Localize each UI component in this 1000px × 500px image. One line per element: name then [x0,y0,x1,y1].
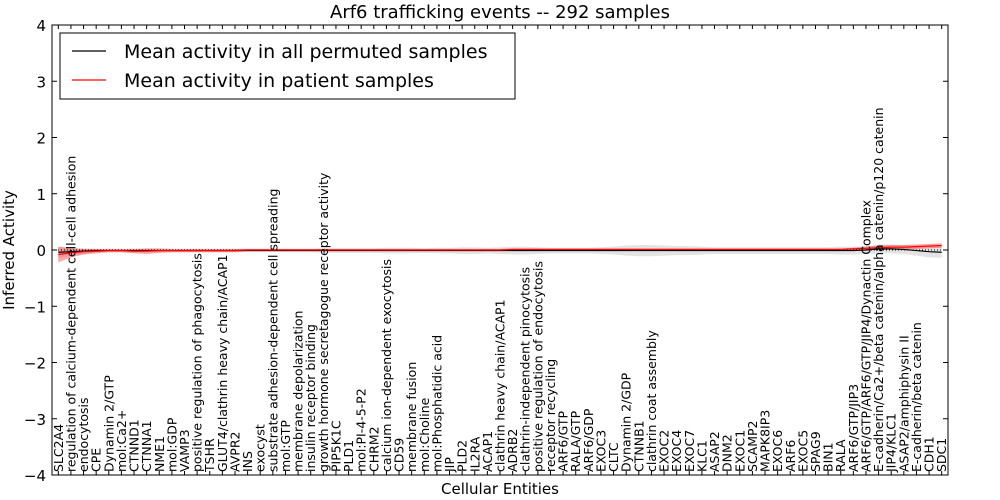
x-tick-label: E-cadherin/Ca2+/beta catenin/alpha caten… [871,107,886,472]
x-tick-label: membrane depolarization [291,311,306,472]
y-tick-label: −4 [24,467,46,485]
x-tick-label: ARF6 [783,440,798,472]
x-tick-label: ARF6/GTP [556,411,571,472]
series-line-1 [58,244,942,256]
x-tick-label: CTNNA1 [139,420,154,472]
x-tick-label: regulation of calcium-dependent cell-cel… [63,156,78,472]
x-tick-label: PLD2 [455,440,470,472]
y-tick-label: 3 [36,73,46,91]
x-tick-label: growth hormone secretagogue receptor act… [316,172,331,472]
x-tick-label: positive regulation of endocytosis [530,261,545,472]
x-tick-label: Dynamin 2/GTP [101,375,116,472]
x-tick-label: KLC1 [694,440,709,472]
x-tick-label: ARF6/GDP [581,408,596,472]
x-tick-label: GLUT4/clathrin heavy chain/ACAP1 [215,254,230,472]
y-axis-label: Inferred Activity [0,190,18,310]
legend-box [59,32,516,100]
x-tick-label: clathrin coat assembly [644,330,659,472]
x-tick-label: EXOC3 [593,430,608,472]
x-tick-label: CTNND1 [127,419,142,472]
x-tick-label: substrate adhesion-dependent cell spread… [265,189,280,472]
x-tick-label: AVPR2 [227,432,242,472]
x-tick-label: CDH1 [922,436,937,472]
y-tick-label: 1 [36,186,46,204]
x-tick-label: EXOC7 [682,430,697,472]
x-tick-label: PIP5K1C [328,420,343,472]
x-tick-label: MAPK8IP3 [758,410,773,472]
x-tick-label: mol:Phosphatidic acid [429,335,444,472]
y-tick-label: −1 [24,298,46,316]
x-tick-label: JIP [442,457,457,473]
x-tick-label: IL2RA [467,436,482,472]
x-tick-label: EXOC4 [669,430,684,472]
x-tick-label: mol:Choline [417,397,432,472]
x-tick-label: ARF6/GTP/JIP3 [846,384,861,472]
x-tick-label: VAMP3 [177,429,192,472]
y-tick-label: −2 [24,355,46,373]
x-tick-label: EXOC1 [732,430,747,472]
x-tick-label: E-cadherin/beta catenin [909,322,924,472]
legend: Mean activity in all permuted samples Me… [59,32,516,100]
y-tick-label: 4 [36,17,46,35]
x-tick-label: JIP4/KLC1 [884,413,899,473]
x-tick-label: NME1 [152,436,167,472]
x-tick-label: DNM2 [720,434,735,472]
x-tick-label: BIN1 [821,442,836,472]
x-tick-label: insulin receptor binding [303,324,318,472]
x-tick-label: CPE [89,448,104,472]
x-tick-label: ADRB2 [505,429,520,472]
x-tick-label: CHRM2 [366,426,381,472]
y-tick-label: 0 [36,242,46,260]
x-tick-label: EXOC2 [657,430,672,472]
x-tick-label: ARF6/GTP/ARF6/GTP/JIP4/Dynactin Complex [858,200,873,472]
x-tick-label: ACAP1 [480,431,495,472]
x-tick-label: exocyst [253,424,268,472]
x-tick-label: CLTC [606,442,621,472]
x-tick-label: ASAP2/amphiphysin II [896,335,911,472]
x-tick-label: SCAMP2 [745,421,760,473]
x-tick-label: SLC2A4 [51,424,66,472]
legend-label-permuted: Mean activity in all permuted samples [124,41,487,63]
x-tick-label: clathrin-independent pinocytosis [518,267,533,472]
x-tick-label: positive regulation of phagocytosis [190,253,205,472]
x-tick-label: mol:GTP [278,420,293,472]
x-tick-label: endocytosis [76,397,91,472]
x-tick-label: mol:PI-4-5-P2 [354,388,369,472]
x-tick-label: PLD1 [341,440,356,472]
x-tick-label: membrane fusion [404,362,419,472]
x-tick-label: calcium ion-dependent exocytosis [379,259,394,472]
x-tick-label: clathrin heavy chain/ACAP1 [493,299,508,472]
chart-title: Arf6 trafficking events -- 292 samples [330,2,670,23]
x-tick-label: SDC1 [934,438,949,472]
x-tick-label: mol:GDP [164,417,179,472]
x-tick-label: INS [240,451,255,472]
x-tick-label: mol:Ca2+ [114,410,129,472]
x-tick-label: receptor recycling [543,359,558,472]
y-tick-label: −3 [24,411,46,429]
x-tick-label: EXOC5 [795,430,810,472]
x-tick-label: CD59 [392,438,407,472]
x-tick-label: ASAP2 [707,431,722,472]
x-tick-label: RALA [833,439,848,472]
y-tick-label: 2 [36,130,46,148]
x-tick-label: TSHR [202,438,217,473]
x-tick-label: EXOC6 [770,430,785,472]
x-tick-label: CTNNB1 [631,420,646,472]
x-axis-label: Cellular Entities [441,480,559,498]
legend-label-patient: Mean activity in patient samples [124,70,434,92]
x-tick-label: RALA/GTP [568,410,583,472]
x-tick-label: Dynamin 2/GDP [619,372,634,472]
x-tick-label: SPAG9 [808,431,823,472]
